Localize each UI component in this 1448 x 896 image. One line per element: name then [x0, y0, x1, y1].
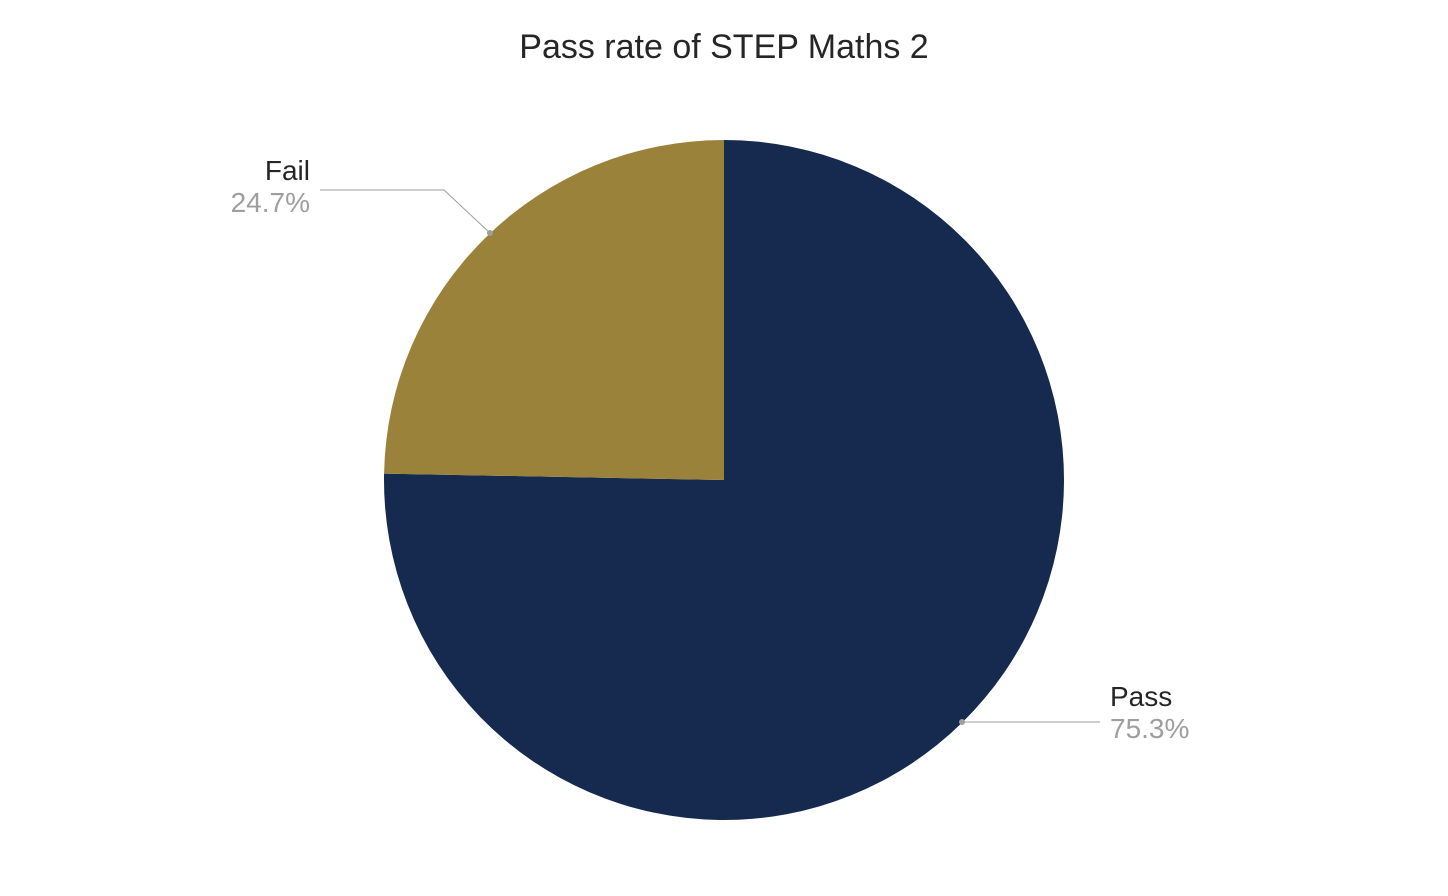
- slice-label-name-fail: Fail: [265, 155, 310, 186]
- slice-label-pct-pass: 75.3%: [1110, 713, 1189, 744]
- pie-chart-container: Pass rate of STEP Maths 2 Pass75.3%Fail2…: [0, 0, 1448, 896]
- pie-slice-fail: [384, 140, 724, 480]
- slice-label-name-pass: Pass: [1110, 681, 1172, 712]
- slice-label-pct-fail: 24.7%: [231, 187, 310, 218]
- leader-line-fail: [320, 190, 490, 233]
- pie-chart-svg: Pass75.3% Fail24.7%: [0, 0, 1448, 896]
